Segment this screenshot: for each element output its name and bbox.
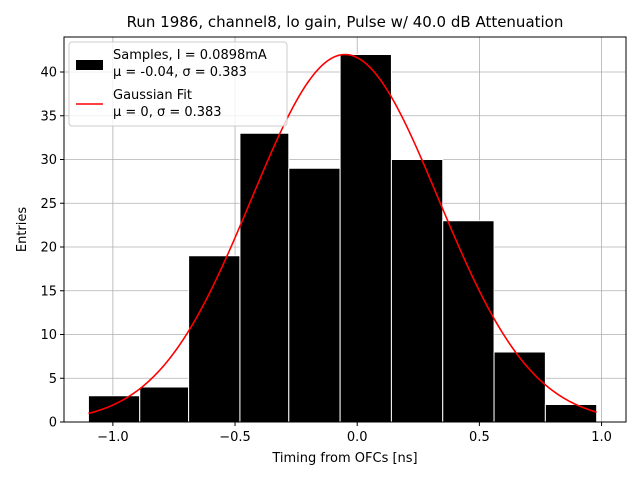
histogram-bar — [339, 54, 392, 423]
y-axis-ticks: 0 5 10 15 20 25 30 35 40 — [40, 66, 64, 431]
histogram-bars — [87, 54, 598, 423]
legend-stats-samples: μ = -0.04, σ = 0.383 — [113, 65, 247, 80]
y-tick-label: 40 — [40, 66, 57, 81]
legend-box — [68, 41, 288, 127]
x-axis-label: Timing from OFCs [ns] — [271, 451, 417, 466]
legend-label-fit: Gaussian Fit — [113, 88, 192, 103]
y-tick-label: 5 — [49, 372, 57, 387]
histogram-bar — [239, 132, 290, 423]
x-tick-label: 0.5 — [469, 430, 490, 445]
legend-stats-fit: μ = 0, σ = 0.383 — [113, 105, 222, 120]
y-tick-label: 35 — [40, 109, 57, 124]
histogram-bar — [442, 220, 495, 423]
legend-swatch-samples — [76, 60, 103, 70]
chart-title: Run 1986, channel8, lo gain, Pulse w/ 40… — [127, 13, 564, 31]
y-tick-label: 30 — [40, 153, 57, 168]
legend: Samples, I = 0.0898mA μ = -0.04, σ = 0.3… — [68, 41, 288, 127]
gaussian-fit-curve — [88, 53, 597, 415]
plot-frame — [63, 36, 627, 423]
y-tick-label: 15 — [40, 284, 57, 299]
y-axis-label: Entries — [15, 207, 30, 253]
histogram-bar — [493, 351, 546, 423]
histogram-bar — [544, 404, 598, 423]
fit-curve-layer — [88, 53, 597, 415]
histogram-bar — [390, 159, 444, 423]
x-tick-label: 0.0 — [347, 430, 368, 445]
x-tick-label: −1.0 — [97, 430, 129, 445]
x-tick-label: 1.0 — [591, 430, 612, 445]
histogram-bar — [188, 255, 241, 423]
histogram-bar — [139, 386, 190, 423]
y-tick-label: 25 — [40, 197, 57, 212]
legend-label-samples: Samples, I = 0.0898mA — [113, 48, 267, 63]
x-tick-label: −0.5 — [219, 430, 251, 445]
histogram-bar — [87, 395, 141, 423]
y-tick-label: 0 — [49, 416, 57, 431]
histogram-bar — [288, 167, 341, 423]
x-axis-ticks: −1.0 −0.5 0.0 0.5 1.0 — [97, 422, 612, 445]
y-tick-label: 10 — [40, 328, 57, 343]
y-tick-label: 20 — [40, 241, 57, 256]
